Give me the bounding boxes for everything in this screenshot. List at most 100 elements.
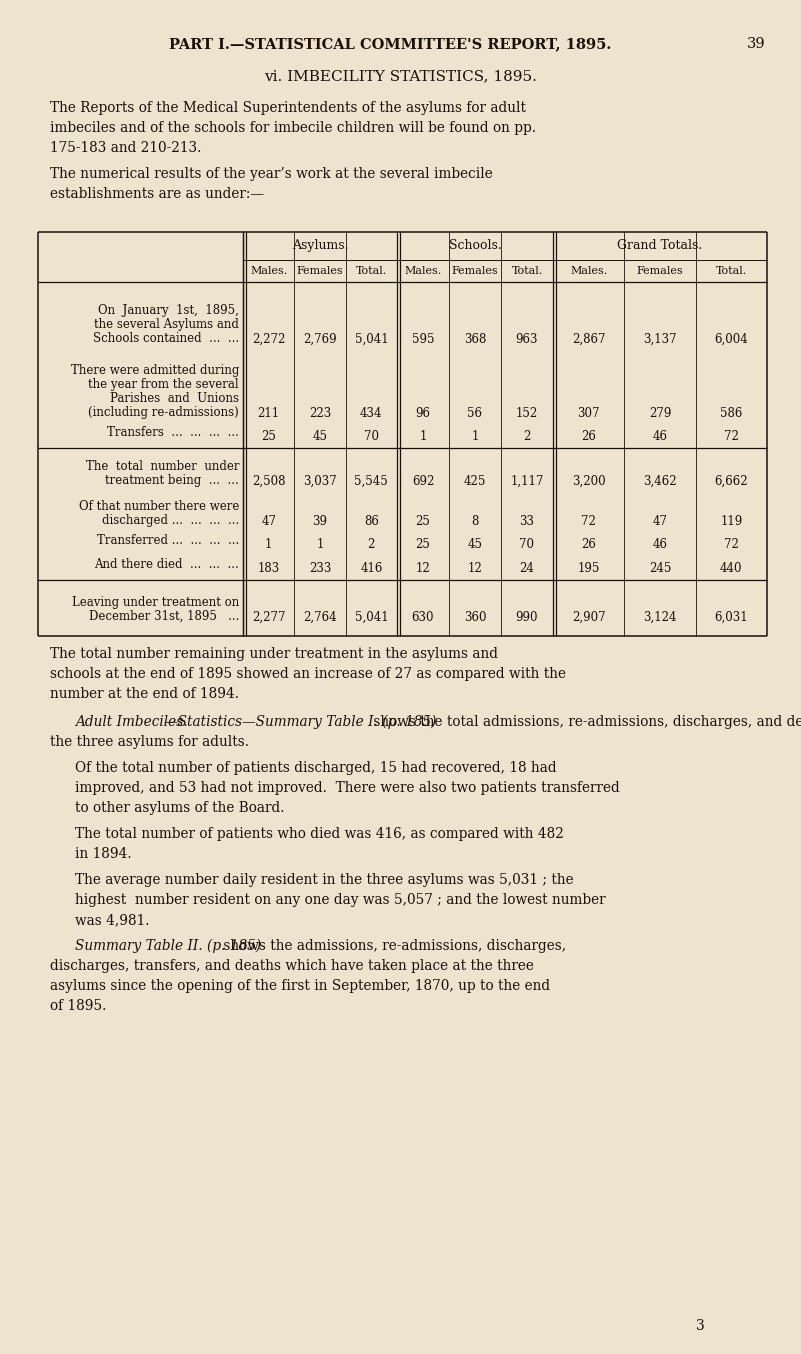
Text: 47: 47 bbox=[653, 515, 667, 528]
Text: 211: 211 bbox=[258, 408, 280, 420]
Text: 8: 8 bbox=[471, 515, 479, 528]
Text: 70: 70 bbox=[520, 538, 534, 551]
Text: The  total  number  under: The total number under bbox=[86, 460, 239, 473]
Text: vi. IMBECILITY STATISTICS, 1895.: vi. IMBECILITY STATISTICS, 1895. bbox=[264, 69, 537, 83]
Text: The numerical results of the year’s work at the several imbecile: The numerical results of the year’s work… bbox=[50, 167, 493, 181]
Text: 963: 963 bbox=[516, 333, 538, 347]
Text: 440: 440 bbox=[720, 562, 743, 575]
Text: The average number daily resident in the three asylums was 5,031 ; the: The average number daily resident in the… bbox=[75, 873, 574, 887]
Text: Adult Imbeciles.: Adult Imbeciles. bbox=[75, 715, 187, 728]
Text: of 1895.: of 1895. bbox=[50, 999, 107, 1013]
Text: 990: 990 bbox=[516, 611, 538, 624]
Text: 26: 26 bbox=[582, 538, 596, 551]
Text: Grand Totals.: Grand Totals. bbox=[618, 238, 702, 252]
Text: Summary Table II. (p. 185): Summary Table II. (p. 185) bbox=[75, 938, 261, 953]
Text: 25: 25 bbox=[261, 431, 276, 443]
Text: Males.: Males. bbox=[405, 267, 441, 276]
Text: 3: 3 bbox=[695, 1319, 704, 1332]
Text: 5,041: 5,041 bbox=[355, 611, 388, 624]
Text: improved, and 53 had not improved.  There were also two patients transferred: improved, and 53 had not improved. There… bbox=[75, 781, 620, 795]
Text: 360: 360 bbox=[464, 611, 486, 624]
Text: 2: 2 bbox=[368, 538, 375, 551]
Text: shows the admissions, re-admissions, discharges,: shows the admissions, re-admissions, dis… bbox=[219, 940, 566, 953]
Text: discharged ...  ...  ...  ...: discharged ... ... ... ... bbox=[102, 515, 239, 527]
Text: On  January  1st,  1895,: On January 1st, 1895, bbox=[99, 305, 239, 317]
Text: The Reports of the Medical Superintendents of the asylums for adult: The Reports of the Medical Superintenden… bbox=[50, 102, 526, 115]
Text: Males.: Males. bbox=[570, 267, 607, 276]
Text: Total.: Total. bbox=[511, 267, 542, 276]
Text: Schools contained  ...  ...: Schools contained ... ... bbox=[93, 332, 239, 345]
Text: the three asylums for adults.: the three asylums for adults. bbox=[50, 735, 249, 749]
Text: 72: 72 bbox=[724, 538, 739, 551]
Text: 595: 595 bbox=[412, 333, 434, 347]
Text: 70: 70 bbox=[364, 431, 379, 443]
Text: The total number remaining under treatment in the asylums and: The total number remaining under treatme… bbox=[50, 647, 498, 661]
Text: 24: 24 bbox=[520, 562, 534, 575]
Text: treatment being  ...  ...: treatment being ... ... bbox=[105, 474, 239, 487]
Text: There were admitted during: There were admitted during bbox=[70, 364, 239, 376]
Text: 586: 586 bbox=[720, 408, 743, 420]
Text: 12: 12 bbox=[416, 562, 430, 575]
Text: 96: 96 bbox=[416, 408, 430, 420]
Text: 2,508: 2,508 bbox=[252, 475, 285, 487]
Text: asylums since the opening of the first in September, 1870, up to the end: asylums since the opening of the first i… bbox=[50, 979, 550, 992]
Text: 26: 26 bbox=[582, 431, 596, 443]
Text: 692: 692 bbox=[412, 475, 434, 487]
Text: highest  number resident on any one day was 5,057 ; and the lowest number: highest number resident on any one day w… bbox=[75, 894, 606, 907]
Text: Females: Females bbox=[637, 267, 683, 276]
Text: Total.: Total. bbox=[356, 267, 387, 276]
Text: 5,041: 5,041 bbox=[355, 333, 388, 347]
Text: 25: 25 bbox=[416, 515, 430, 528]
Text: 1: 1 bbox=[419, 431, 427, 443]
Text: Total.: Total. bbox=[716, 267, 747, 276]
Text: (including re-admissions): (including re-admissions) bbox=[88, 406, 239, 418]
Text: Transferred ...  ...  ...  ...: Transferred ... ... ... ... bbox=[97, 533, 239, 547]
Text: 2,769: 2,769 bbox=[304, 333, 336, 347]
Text: 2,907: 2,907 bbox=[572, 611, 606, 624]
Text: imbeciles and of the schools for imbecile children will be found on pp.: imbeciles and of the schools for imbecil… bbox=[50, 121, 536, 135]
Text: 39: 39 bbox=[747, 37, 765, 51]
Text: 183: 183 bbox=[258, 562, 280, 575]
Text: Leaving under treatment on: Leaving under treatment on bbox=[72, 596, 239, 609]
Text: And there died  ...  ...  ...: And there died ... ... ... bbox=[95, 558, 239, 571]
Text: 47: 47 bbox=[261, 515, 276, 528]
Text: discharges, transfers, and deaths which have taken place at the three: discharges, transfers, and deaths which … bbox=[50, 959, 534, 974]
Text: December 31st, 1895   ...: December 31st, 1895 ... bbox=[89, 611, 239, 623]
Text: 25: 25 bbox=[416, 538, 430, 551]
Text: Of the total number of patients discharged, 15 had recovered, 18 had: Of the total number of patients discharg… bbox=[75, 761, 557, 774]
Text: 307: 307 bbox=[578, 408, 600, 420]
Text: 2: 2 bbox=[523, 431, 531, 443]
Text: Schools.: Schools. bbox=[449, 238, 501, 252]
Text: 5,545: 5,545 bbox=[355, 475, 388, 487]
Text: Asylums.: Asylums. bbox=[292, 238, 348, 252]
Text: —Statistics—Summary Table I. (p. 185): —Statistics—Summary Table I. (p. 185) bbox=[163, 715, 437, 728]
Text: 12: 12 bbox=[468, 562, 482, 575]
Text: establishments are as under:—: establishments are as under:— bbox=[50, 187, 264, 200]
Text: 630: 630 bbox=[412, 611, 434, 624]
Text: schools at the end of 1895 showed an increase of 27 as compared with the: schools at the end of 1895 showed an inc… bbox=[50, 668, 566, 681]
Text: to other asylums of the Board.: to other asylums of the Board. bbox=[75, 802, 284, 815]
Text: Males.: Males. bbox=[250, 267, 288, 276]
Text: 39: 39 bbox=[312, 515, 328, 528]
Text: Parishes  and  Unions: Parishes and Unions bbox=[110, 393, 239, 405]
Text: 2,867: 2,867 bbox=[572, 333, 606, 347]
Text: 3,124: 3,124 bbox=[643, 611, 677, 624]
Text: Transfers  ...  ...  ...  ...: Transfers ... ... ... ... bbox=[107, 427, 239, 439]
Text: in 1894.: in 1894. bbox=[75, 848, 131, 861]
Text: 6,662: 6,662 bbox=[714, 475, 748, 487]
Text: 46: 46 bbox=[653, 538, 667, 551]
Text: PART I.—STATISTICAL COMMITTEE'S REPORT, 1895.: PART I.—STATISTICAL COMMITTEE'S REPORT, … bbox=[169, 37, 611, 51]
Text: 2,277: 2,277 bbox=[252, 611, 285, 624]
Text: 3,037: 3,037 bbox=[303, 475, 337, 487]
Text: 1: 1 bbox=[471, 431, 479, 443]
Text: 6,004: 6,004 bbox=[714, 333, 748, 347]
Text: 46: 46 bbox=[653, 431, 667, 443]
Text: 245: 245 bbox=[649, 562, 671, 575]
Text: number at the end of 1894.: number at the end of 1894. bbox=[50, 686, 239, 701]
Text: 2,764: 2,764 bbox=[304, 611, 336, 624]
Text: shows the total admissions, re-admissions, discharges, and deaths for the year a: shows the total admissions, re-admission… bbox=[369, 715, 801, 728]
Text: 152: 152 bbox=[516, 408, 538, 420]
Text: 416: 416 bbox=[360, 562, 383, 575]
Text: 233: 233 bbox=[309, 562, 331, 575]
Text: Of that number there were: Of that number there were bbox=[78, 500, 239, 513]
